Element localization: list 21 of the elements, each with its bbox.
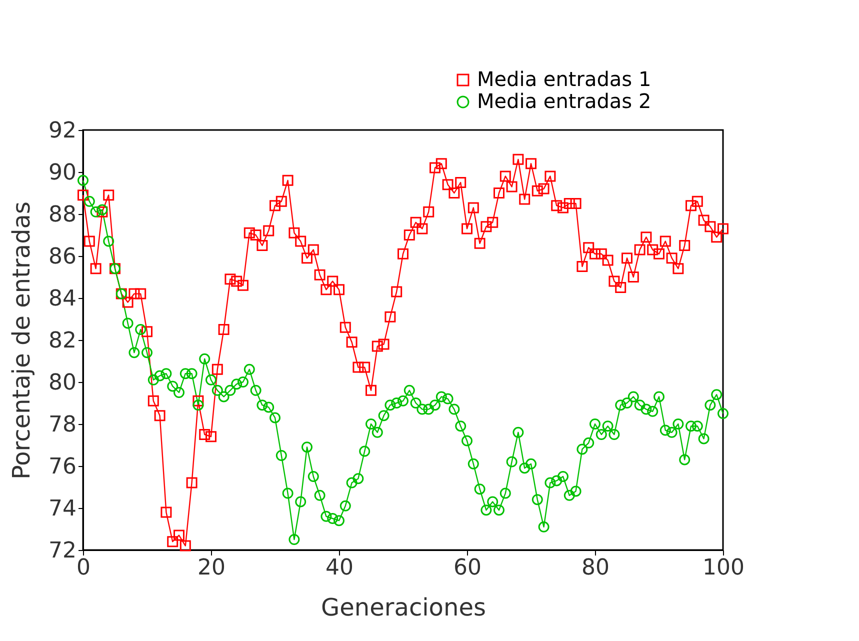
x-tick-label: 60 <box>454 556 482 580</box>
x-tick-label: 20 <box>198 556 226 580</box>
y-tick-label: 86 <box>48 244 76 270</box>
y-tick-label: 92 <box>48 118 76 144</box>
y-tick-label: 90 <box>48 160 76 186</box>
x-tick-label: 100 <box>702 556 744 580</box>
x-tick-label: 0 <box>76 556 90 580</box>
legend-label: Media entradas 2 <box>477 89 652 113</box>
y-tick-label: 80 <box>48 370 76 396</box>
y-tick-label: 84 <box>48 286 76 312</box>
y-tick-label: 72 <box>48 538 76 564</box>
y-tick-label: 74 <box>48 496 76 522</box>
y-tick-label: 88 <box>48 202 76 228</box>
y-tick-label: 78 <box>48 412 76 438</box>
x-tick-label: 40 <box>326 556 354 580</box>
legend-label: Media entradas 1 <box>477 67 652 91</box>
y-axis-title: Porcentaje de entradas <box>8 201 36 480</box>
y-tick-label: 76 <box>48 454 76 480</box>
y-tick-label: 82 <box>48 328 76 354</box>
x-axis-title: Generaciones <box>321 594 486 622</box>
x-tick-label: 80 <box>582 556 610 580</box>
